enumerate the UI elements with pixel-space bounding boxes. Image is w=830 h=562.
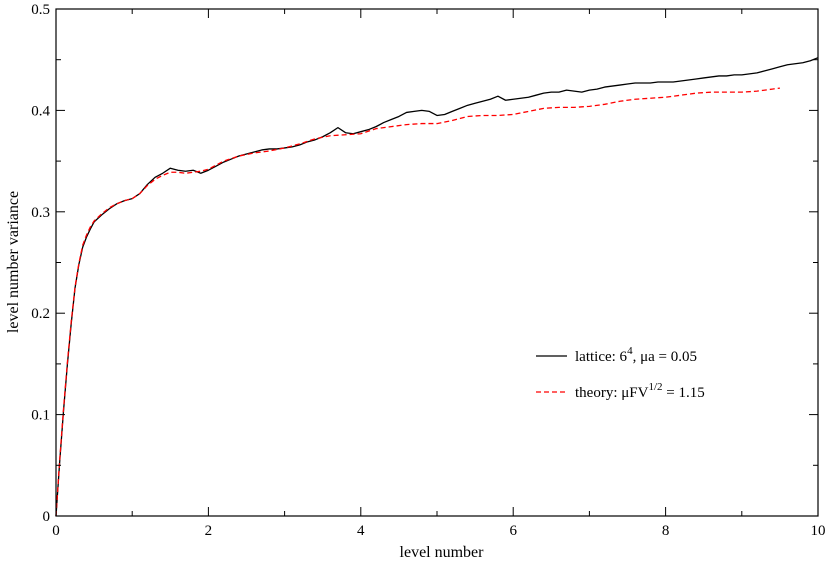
legend-label-theory: theory: μFV1/2 = 1.15 — [575, 381, 705, 401]
x-tick-label: 4 — [357, 523, 365, 539]
y-tick-label: 0.4 — [31, 103, 50, 119]
axes-layer: 0 2 4 6 8 10 0 0.1 0.2 0.3 0.4 0.5 — [31, 2, 825, 539]
y-axis-title: level number variance — [5, 191, 22, 333]
series-layer — [55, 57, 819, 517]
y-tick-label: 0 — [43, 509, 51, 525]
x-tick-label: 6 — [509, 523, 517, 539]
legend-label-lattice: lattice: 64, μa = 0.05 — [575, 345, 697, 365]
y-tick-label: 0.3 — [31, 205, 50, 221]
series-line-theory — [55, 87, 780, 517]
series-line-lattice — [55, 57, 819, 517]
plot-frame — [55, 8, 819, 517]
x-tick-label: 2 — [205, 523, 213, 539]
x-tick-label: 8 — [662, 523, 670, 539]
y-tick-label: 0.2 — [31, 306, 50, 322]
y-tick-label: 0.1 — [31, 408, 50, 424]
x-tick-label: 10 — [811, 523, 826, 539]
legend: lattice: 64, μa = 0.05 theory: μFV1/2 = 1… — [536, 345, 705, 401]
x-tick-label: 0 — [52, 523, 60, 539]
x-axis-title: level number — [400, 544, 485, 561]
y-tick-label: 0.5 — [31, 2, 50, 18]
